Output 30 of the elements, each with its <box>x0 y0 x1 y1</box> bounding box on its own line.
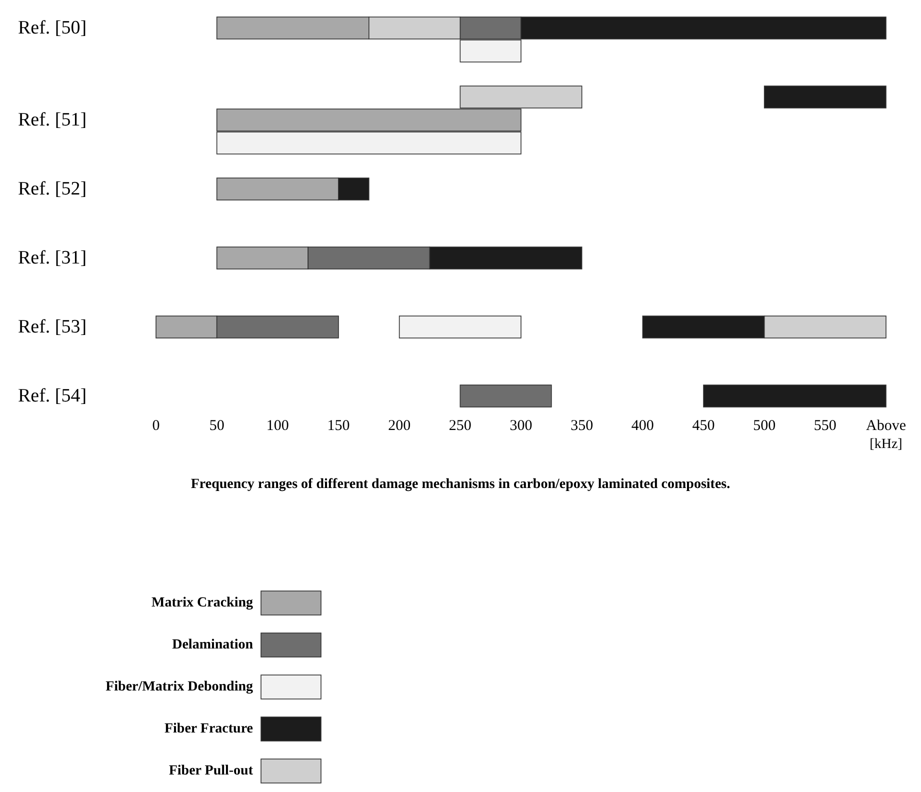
x-tick-label: 400 <box>631 418 654 434</box>
y-tick-label: Ref. [54] <box>18 386 87 406</box>
legend-label: Matrix Cracking <box>152 596 253 610</box>
text: Frequency ranges of different damage mechanisms in carbon/epoxy laminated composites. <box>190 477 730 492</box>
x-tick-label: 450 <box>692 418 715 434</box>
legend-label: Fiber/Matrix Debonding <box>106 680 253 694</box>
legend-label: Delamination <box>172 638 254 652</box>
bar <box>398 316 522 338</box>
x-tick-label: 200 <box>388 418 411 434</box>
y-tick-label: Ref. [51] <box>18 110 87 130</box>
x-tick-label: 150 <box>327 418 350 434</box>
x-tick-label: 500 <box>753 418 776 434</box>
legend-label: Fiber Fracture <box>164 722 253 736</box>
x-tick-label: 0 <box>152 418 160 434</box>
x-axis-title: [kHz] <box>870 437 902 452</box>
x-tick-label: 100 <box>266 418 289 434</box>
y-tick-label: Ref. [53] <box>18 316 87 338</box>
bar <box>764 86 886 108</box>
bar <box>460 384 552 408</box>
legend-label: Fiber Pull-out <box>168 764 254 778</box>
y-tick-label: Ref. [31] <box>18 248 87 268</box>
y-tick-label: Ref. [52] <box>18 178 87 200</box>
x-tick-label: 550 <box>814 418 836 434</box>
y-tick-label: Ref. [50] <box>18 18 87 38</box>
x-tick-label: Above <box>866 418 906 434</box>
x-tick-label: 300 <box>510 418 532 434</box>
bar <box>703 384 886 408</box>
x-tick-label: 250 <box>448 418 472 434</box>
x-tick-label: 50 <box>209 418 224 434</box>
x-tick-label: 350 <box>570 418 594 434</box>
